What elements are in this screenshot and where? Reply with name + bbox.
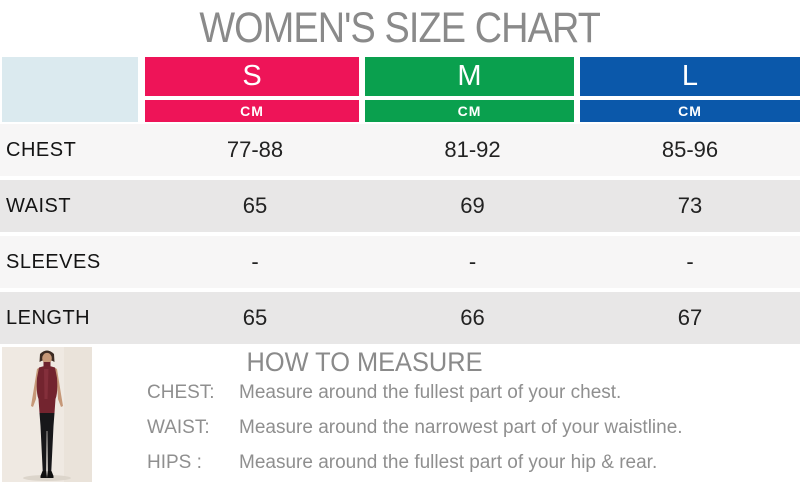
size-value: 85-96 bbox=[661, 137, 719, 162]
measure-item-waist: WAIST: Measure around the narrowest part … bbox=[147, 410, 683, 445]
measure-item-chest: CHEST: Measure around the fullest part of… bbox=[147, 375, 683, 410]
size-value: 65 bbox=[242, 305, 268, 330]
measure-list: CHEST: Measure around the fullest part of… bbox=[147, 375, 683, 480]
product-photo bbox=[2, 347, 92, 482]
measure-label: HIPS : bbox=[147, 452, 202, 473]
page-title: WOMEN'S SIZE CHART bbox=[0, 0, 800, 55]
table-row-waist: WAIST 65 69 73 bbox=[0, 180, 800, 232]
size-header-m: M bbox=[365, 57, 574, 96]
table-row-sleeves: SLEEVES - - - bbox=[0, 236, 800, 288]
size-value: - bbox=[686, 249, 694, 274]
measure-text: Measure around the fullest part of your … bbox=[239, 452, 658, 473]
size-header-row: S M L bbox=[0, 57, 800, 96]
size-value: 67 bbox=[677, 305, 703, 330]
unit-header-row: CM CM CM bbox=[0, 100, 800, 122]
size-value: - bbox=[468, 249, 477, 274]
row-label: LENGTH bbox=[6, 306, 91, 329]
row-label: WAIST bbox=[6, 194, 72, 217]
how-to-measure-title-text: HOW TO MEASURE bbox=[247, 347, 483, 377]
how-to-measure-section: HOW TO MEASURE CHEST: Measure around the … bbox=[0, 345, 800, 482]
measure-item-hips: HIPS : Measure around the fullest part of… bbox=[147, 445, 683, 480]
size-value: 77-88 bbox=[226, 137, 284, 162]
how-to-measure-title: HOW TO MEASURE bbox=[145, 347, 585, 378]
measure-text: Measure around the fullest part of your … bbox=[239, 382, 622, 403]
measure-label: CHEST: bbox=[147, 382, 215, 403]
unit-cell-s: CM bbox=[145, 100, 359, 122]
corner-cell bbox=[2, 57, 138, 122]
measure-text: Measure around the narrowest part of you… bbox=[239, 417, 683, 438]
row-label: SLEEVES bbox=[6, 250, 101, 273]
size-value: 73 bbox=[677, 193, 703, 218]
size-value: 81-92 bbox=[444, 137, 501, 162]
size-value: 66 bbox=[460, 305, 485, 330]
measure-label: WAIST: bbox=[147, 417, 210, 438]
table-row-chest: CHEST 77-88 81-92 85-96 bbox=[0, 124, 800, 176]
size-header-l: L bbox=[580, 57, 800, 96]
size-table: S M L CM CM CM CHEST 77-88 81-92 85-96 W… bbox=[0, 57, 800, 344]
table-row-length: LENGTH 65 66 67 bbox=[0, 292, 800, 344]
size-value: 69 bbox=[460, 193, 485, 218]
size-value: 65 bbox=[242, 193, 268, 218]
woman-model-illustration bbox=[2, 347, 92, 482]
size-header-s: S bbox=[145, 57, 359, 96]
size-value: - bbox=[251, 249, 259, 274]
page-title-text: WOMEN'S SIZE CHART bbox=[199, 4, 602, 52]
row-label: CHEST bbox=[6, 138, 77, 161]
unit-cell-l: CM bbox=[580, 100, 800, 122]
unit-cell-m: CM bbox=[365, 100, 574, 122]
